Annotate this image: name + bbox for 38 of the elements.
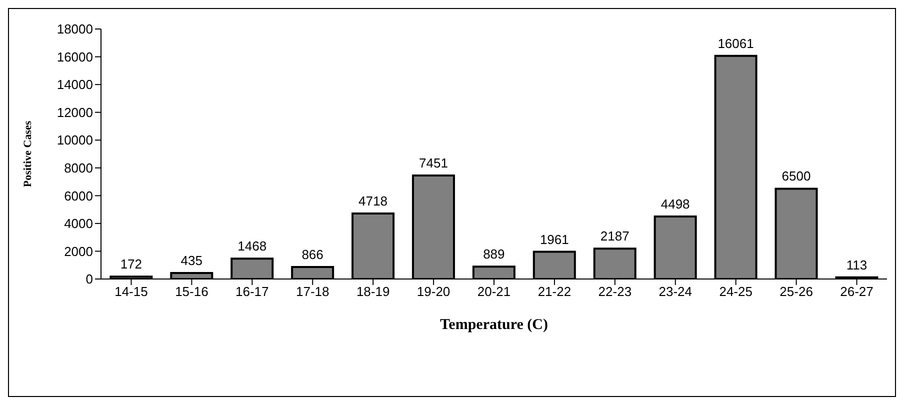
data-label: 1961 [540, 232, 569, 247]
data-label: 435 [180, 252, 202, 268]
y-tick-label: 0 [86, 272, 93, 287]
x-tick-label: 17-18 [296, 284, 330, 300]
y-tick-label: 16000 [56, 49, 93, 64]
x-tick-label: 22-23 [598, 284, 632, 300]
x-tick-label: 20-21 [477, 284, 511, 300]
y-tick-label: 6000 [64, 188, 93, 204]
data-label: 6500 [782, 168, 811, 184]
y-tick-label: 18000 [56, 22, 93, 37]
x-tick-label: 24-25 [719, 284, 752, 300]
data-label: 2187 [600, 228, 630, 244]
x-axis-title: Temperature (C) [440, 317, 548, 333]
x-tick-label: 23-24 [658, 284, 692, 300]
x-tick-label: 15-16 [175, 284, 208, 300]
x-tick-label: 19-20 [416, 284, 450, 300]
y-tick-label: 4000 [64, 216, 93, 232]
y-tick-label: 10000 [56, 132, 93, 148]
data-label: 866 [302, 246, 324, 262]
y-axis-title: Positive Cases [22, 120, 34, 188]
y-tick-label: 8000 [64, 160, 93, 176]
y-tick-label: 12000 [56, 104, 93, 120]
data-label: 172 [120, 256, 142, 272]
data-label: 889 [483, 246, 505, 262]
y-tick-label: 14000 [56, 77, 93, 92]
y-tick-label: 2000 [64, 244, 93, 259]
x-tick-label: 26-27 [840, 284, 874, 300]
x-tick-label: 16-17 [236, 284, 269, 300]
data-label: 4718 [358, 193, 388, 208]
data-label: 1468 [238, 238, 267, 254]
data-label: 16061 [718, 36, 754, 51]
x-tick-label: 25-26 [780, 284, 813, 300]
data-label: 113 [846, 257, 868, 272]
x-tick-label: 14-15 [114, 284, 148, 300]
data-label: 7451 [419, 156, 448, 171]
data-label: 4498 [660, 196, 690, 212]
x-tick-label: 21-22 [538, 284, 572, 300]
x-tick-label: 18-19 [356, 284, 390, 300]
